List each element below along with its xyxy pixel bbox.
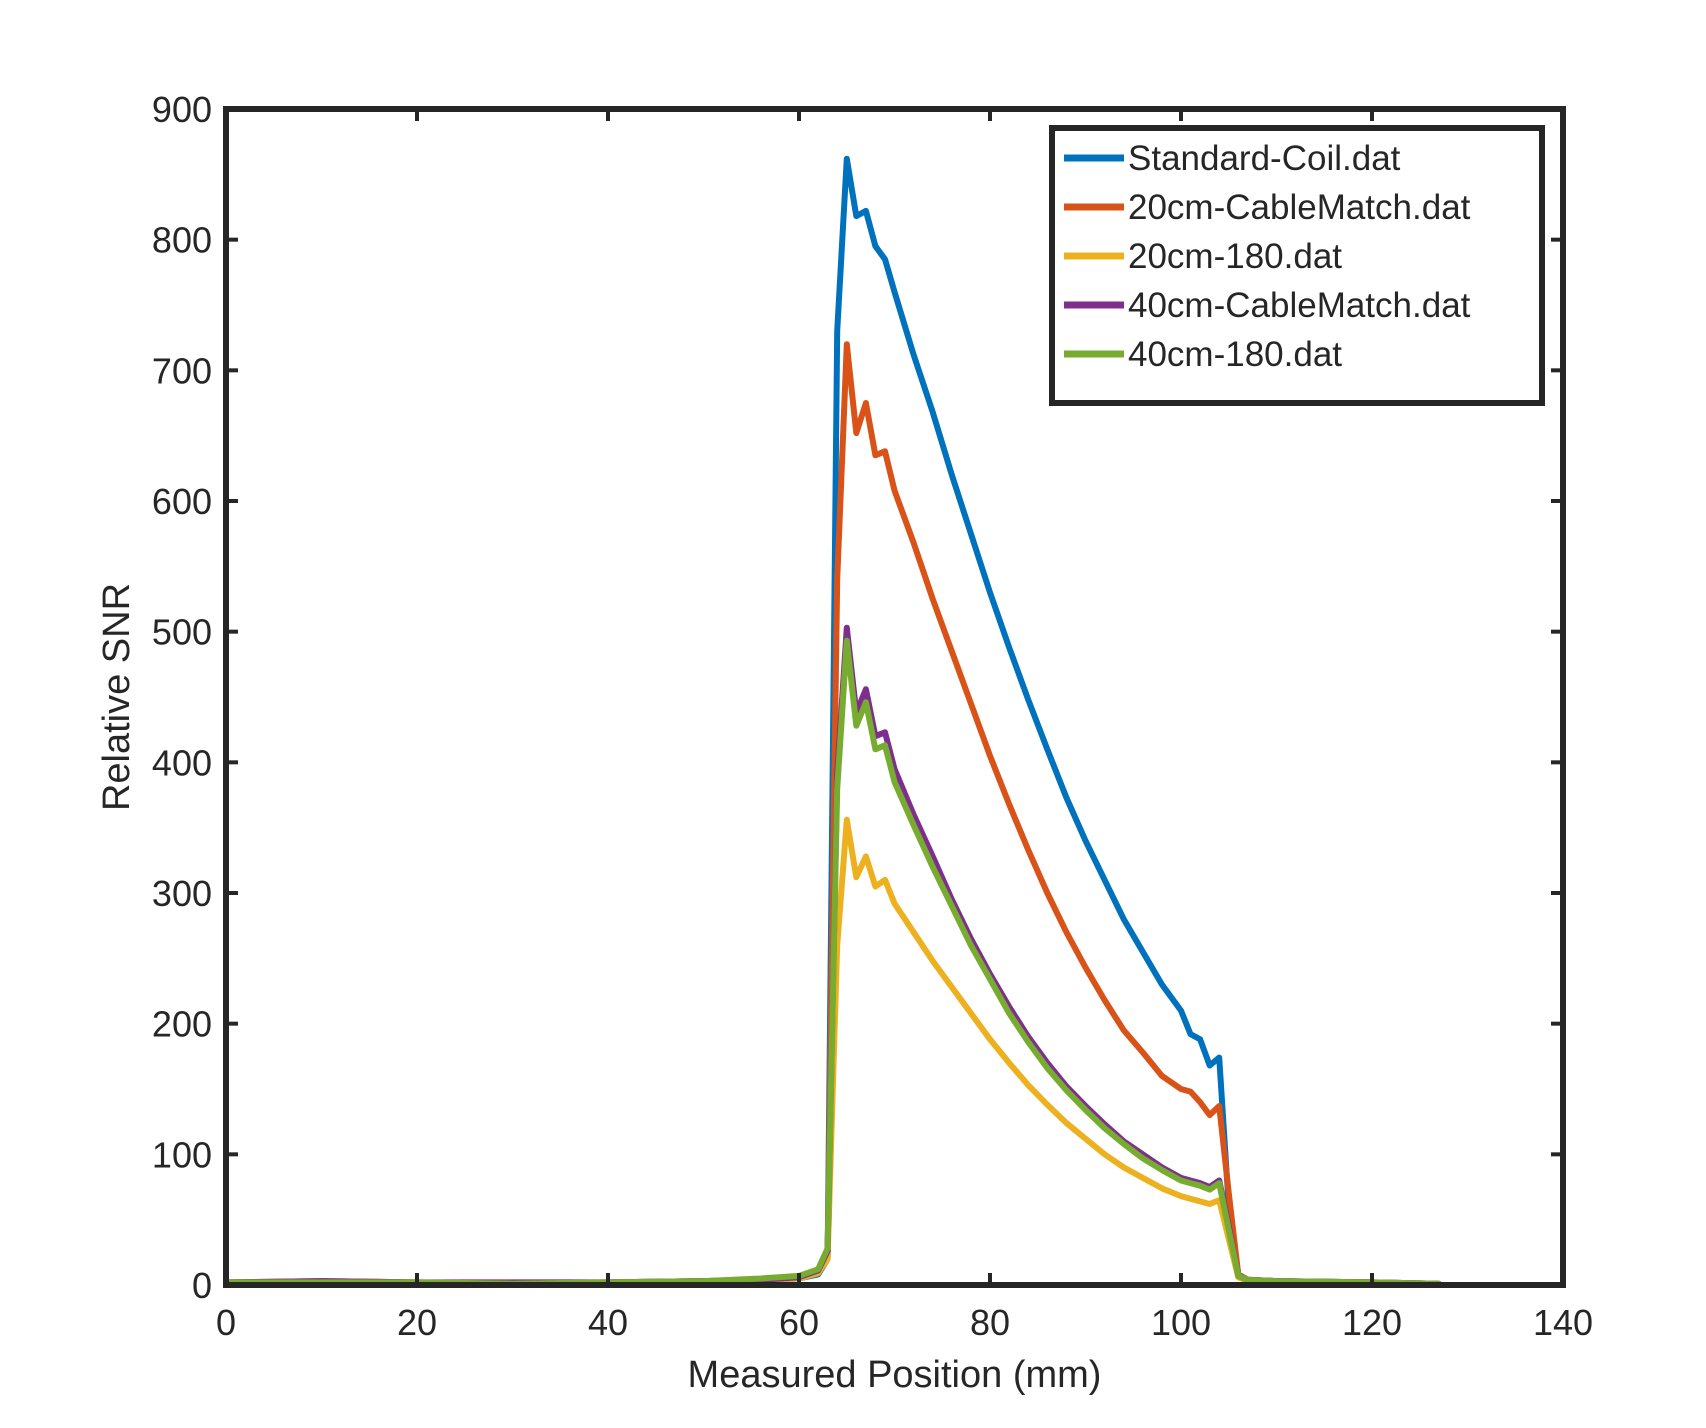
legend: Standard-Coil.dat 20cm-CableMatch.dat 20cm… xyxy=(1049,125,1545,406)
x-tick-label: 100 xyxy=(1151,1302,1211,1343)
legend-entry: 20cm-CableMatch.dat xyxy=(1128,188,1471,227)
y-tick-label: 500 xyxy=(152,612,212,653)
x-tick-label: 40 xyxy=(588,1302,628,1343)
x-tick-label: 120 xyxy=(1342,1302,1402,1343)
legend-entry: 40cm-180.dat xyxy=(1128,335,1342,374)
legend-entry: Standard-Coil.dat xyxy=(1128,139,1401,178)
axes-box xyxy=(223,106,1566,1288)
y-tick-label: 100 xyxy=(152,1134,212,1175)
y-axis-label: Relative SNR xyxy=(96,583,138,811)
y-tick-label: 900 xyxy=(152,89,212,130)
tick-labels: 0 20 40 60 80 100 120 140 0 100 200 300 400 500 600 700… xyxy=(152,89,1593,1343)
y-tick-label: 700 xyxy=(152,350,212,391)
x-axis-label: Measured Position (mm) xyxy=(688,1354,1102,1396)
series-line-5 xyxy=(223,637,1442,1287)
legend-box xyxy=(1049,125,1545,406)
x-tick-label: 140 xyxy=(1533,1302,1593,1343)
y-tick-label: 200 xyxy=(152,1004,212,1045)
x-tick-label: 0 xyxy=(216,1302,236,1343)
legend-entry: 40cm-CableMatch.dat xyxy=(1128,286,1471,325)
legend-entry: 20cm-180.dat xyxy=(1128,237,1342,276)
y-tick-label: 0 xyxy=(192,1265,212,1306)
y-tick-label: 300 xyxy=(152,873,212,914)
x-tick-label: 20 xyxy=(397,1302,437,1343)
plot-lines xyxy=(223,155,1442,1287)
x-tick-label: 60 xyxy=(779,1302,819,1343)
y-tick-label: 400 xyxy=(152,742,212,783)
y-tick-label: 800 xyxy=(152,220,212,261)
x-tick-label: 80 xyxy=(970,1302,1010,1343)
y-tick-label: 600 xyxy=(152,481,212,522)
